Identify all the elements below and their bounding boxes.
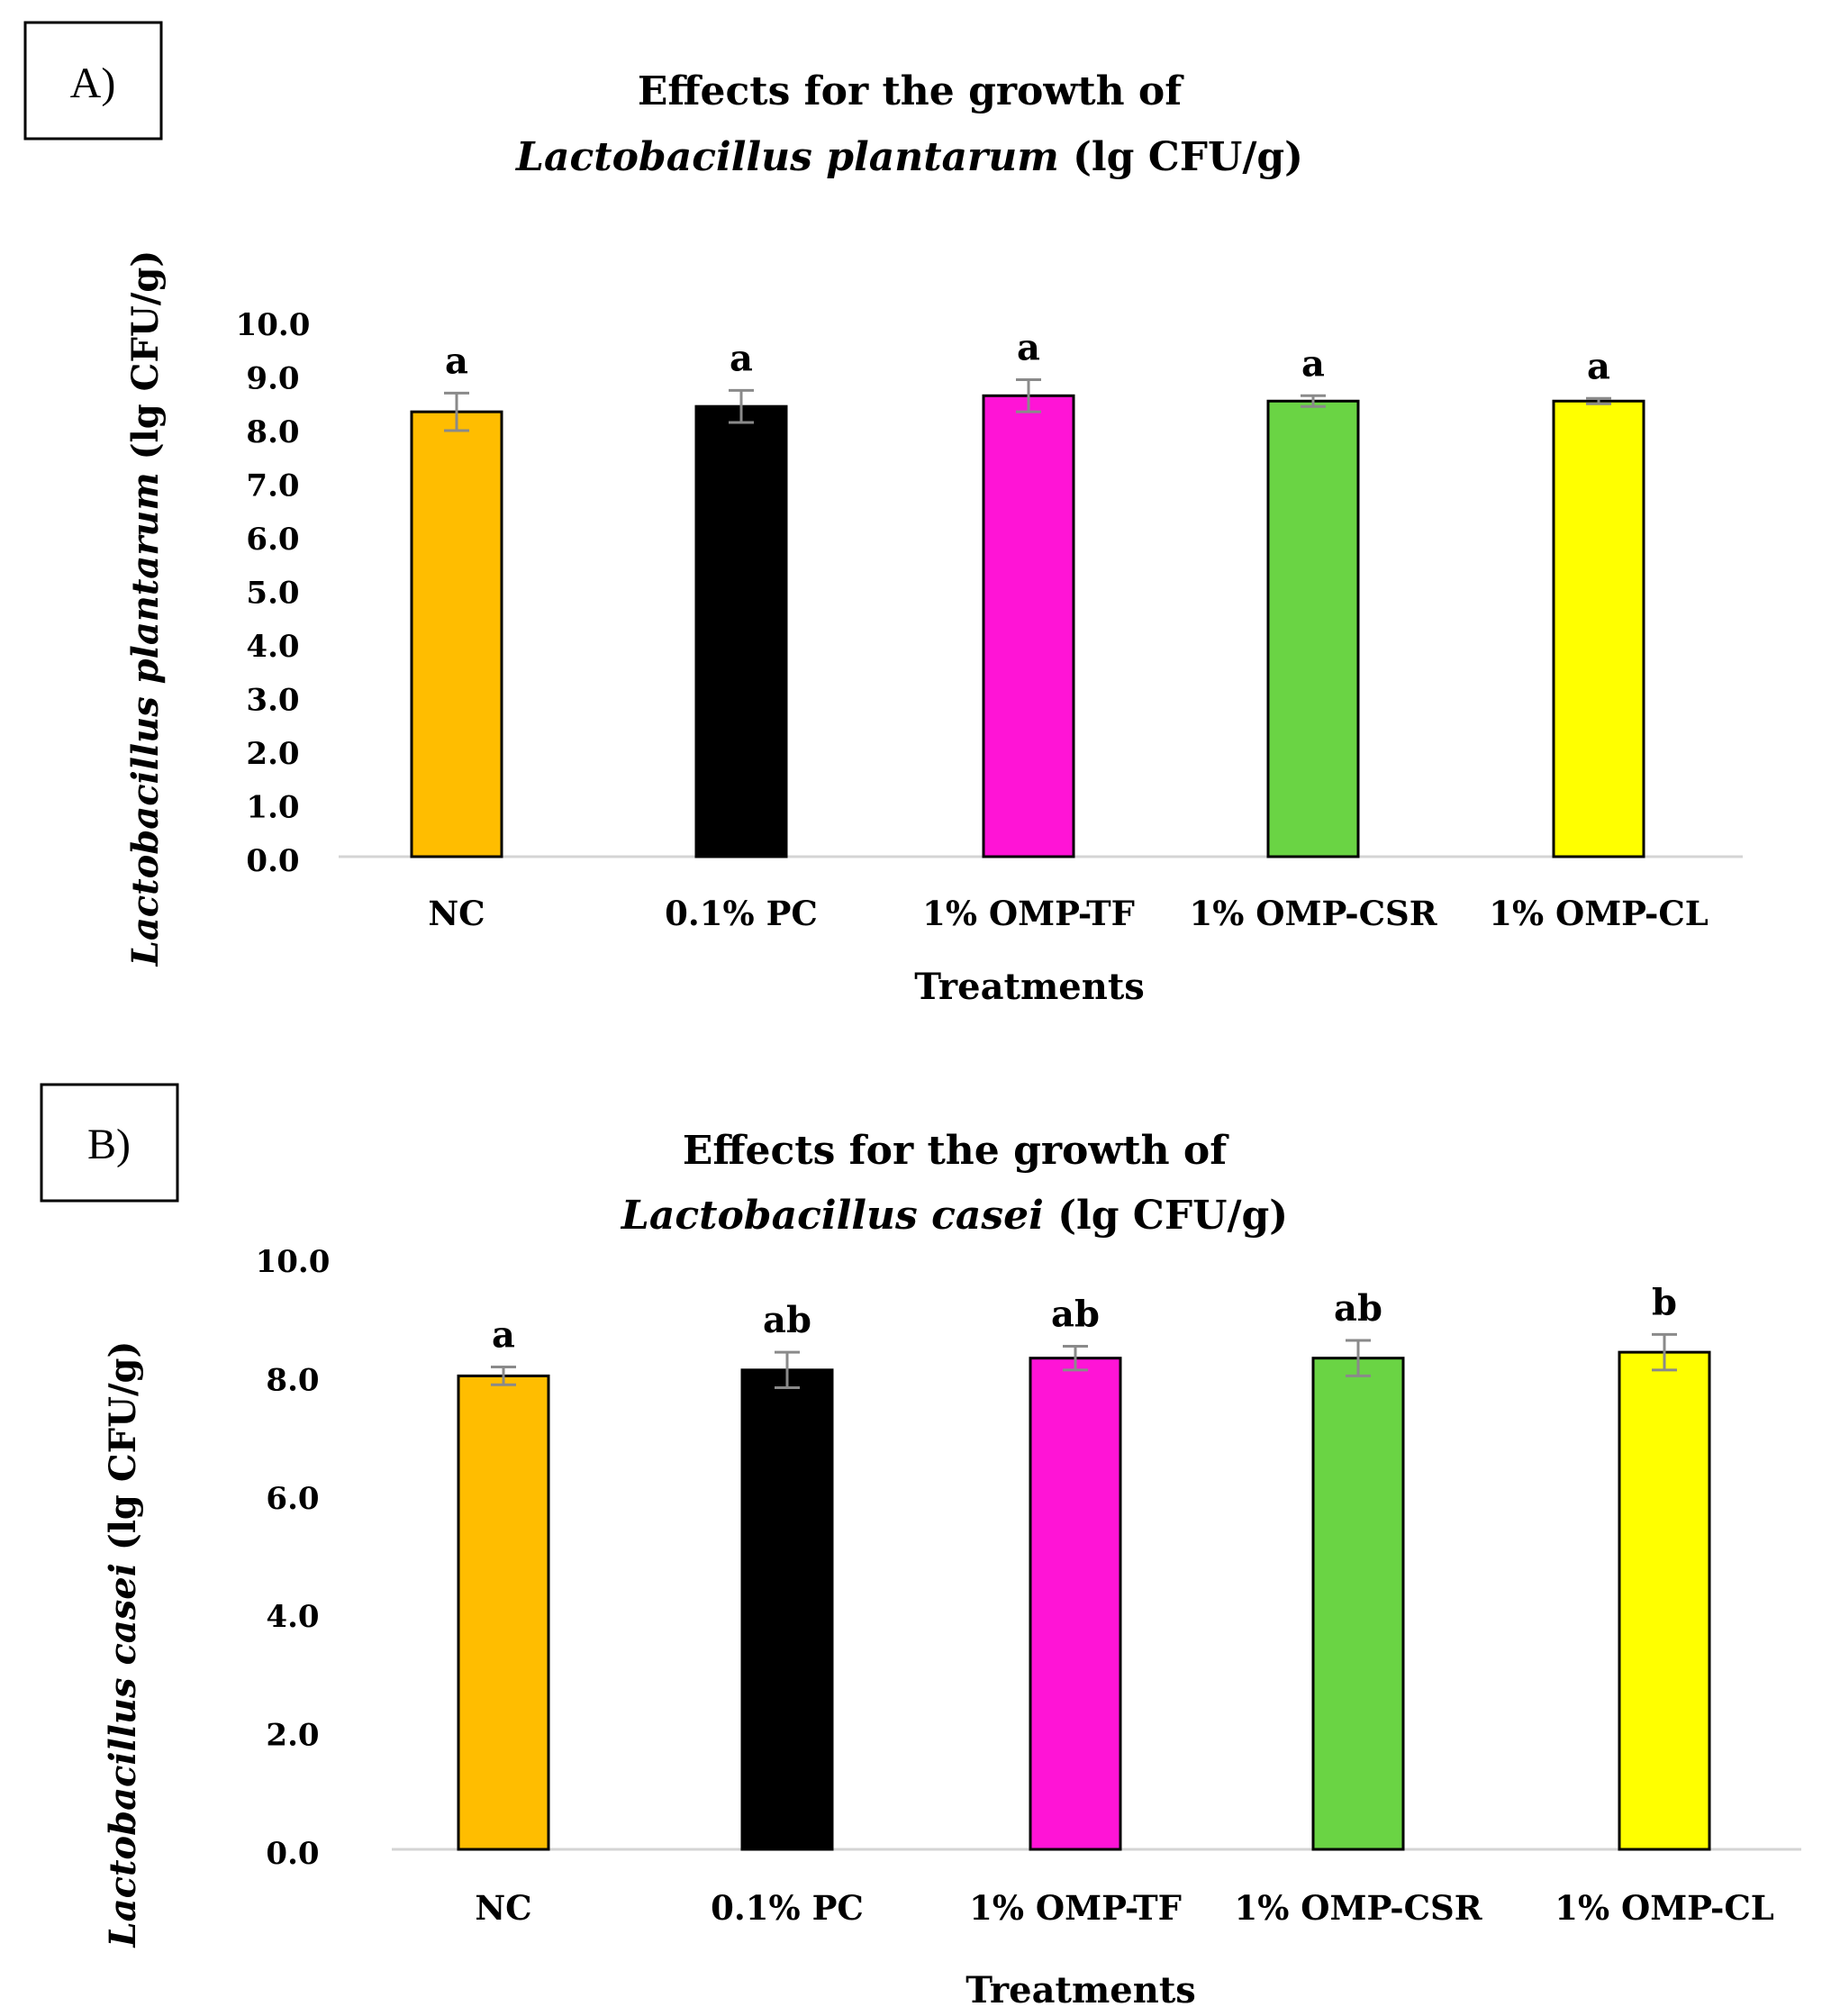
significance-letter: ab bbox=[763, 1299, 811, 1341]
x-tick-label: 1% OMP-TF bbox=[922, 894, 1135, 933]
y-tick-label: 0.0 bbox=[246, 843, 299, 879]
significance-letter: a bbox=[492, 1314, 515, 1357]
bar bbox=[740, 1368, 834, 1851]
title-species: Lactobacillus plantarum bbox=[514, 134, 1059, 180]
significance-letter: b bbox=[1652, 1281, 1677, 1323]
bar bbox=[1552, 399, 1645, 858]
x-axis-title: Treatments bbox=[965, 1969, 1196, 2011]
significance-letter: ab bbox=[1051, 1294, 1100, 1336]
title-unit: (lg CFU/g) bbox=[1059, 134, 1303, 180]
bar bbox=[982, 394, 1075, 858]
y-tick-label: 9.0 bbox=[246, 361, 299, 397]
y-tick-label: 4.0 bbox=[266, 1599, 319, 1635]
y-tick-label: 8.0 bbox=[246, 414, 299, 450]
bar bbox=[410, 410, 503, 858]
y-axis-title: Lactobacillus casei (lg CFU/g) bbox=[102, 1341, 144, 1948]
title-unit: (lg CFU/g) bbox=[1044, 1193, 1288, 1239]
x-tick-label: 0.1% PC bbox=[665, 894, 818, 933]
y-tick-label: 10.0 bbox=[256, 1244, 331, 1280]
bar bbox=[1618, 1350, 1711, 1851]
bar bbox=[1266, 399, 1360, 858]
panel-b: B) Effects for the growth of Lactobacill… bbox=[40, 1083, 1801, 2011]
chart-title-line1: Effects for the growth of bbox=[683, 1128, 1229, 1174]
y-tick-label: 2.0 bbox=[266, 1718, 319, 1754]
panel-label: B) bbox=[87, 1121, 131, 1168]
bar bbox=[1311, 1357, 1405, 1851]
y-axis-unit: (lg CFU/g) bbox=[102, 1341, 144, 1564]
x-tick-label: 1% OMP-CL bbox=[1555, 1888, 1774, 1928]
chart-title-line2: Lactobacillus plantarum (lg CFU/g) bbox=[514, 134, 1303, 180]
y-tick-label: 3.0 bbox=[246, 683, 299, 719]
y-tick-label: 2.0 bbox=[246, 736, 299, 772]
bar bbox=[694, 404, 788, 858]
y-tick-label: 6.0 bbox=[246, 522, 299, 558]
y-tick-label: 5.0 bbox=[246, 576, 299, 612]
significance-letter: ab bbox=[1334, 1287, 1382, 1330]
x-tick-label: 1% OMP-CL bbox=[1489, 894, 1709, 933]
y-tick-label: 4.0 bbox=[246, 629, 299, 665]
panel-label-box bbox=[23, 21, 163, 141]
y-tick-label: 0.0 bbox=[266, 1836, 319, 1872]
y-tick-label: 1.0 bbox=[246, 790, 299, 826]
y-tick-label: 10.0 bbox=[236, 307, 311, 343]
y-axis-species: Lactobacillus casei bbox=[102, 1563, 144, 1948]
title-species: Lactobacillus casei bbox=[620, 1193, 1044, 1239]
significance-letter: a bbox=[1587, 345, 1610, 387]
x-tick-label: 1% OMP-CSR bbox=[1189, 894, 1437, 933]
panel-label: A) bbox=[70, 59, 116, 107]
x-tick-label: 0.1% PC bbox=[711, 1888, 864, 1928]
x-tick-label: NC bbox=[428, 894, 485, 933]
bar-series: a ab ab ab b bbox=[457, 1281, 1711, 1851]
chart-title-line1: Effects for the growth of bbox=[638, 68, 1184, 114]
panel-label-box bbox=[40, 1083, 179, 1203]
y-axis-ticks: 0.0 2.0 4.0 6.0 8.0 10.0 bbox=[256, 1244, 331, 1872]
panel-a: A) Effects for the growth of Lactobacill… bbox=[23, 21, 1743, 1008]
x-tick-label: NC bbox=[475, 1888, 531, 1928]
y-axis-species: Lactobacillus plantarum bbox=[124, 472, 167, 967]
y-axis-ticks: 0.0 1.0 2.0 3.0 4.0 5.0 6.0 7.0 8.0 9.0 10.0 bbox=[236, 307, 311, 879]
y-tick-label: 8.0 bbox=[266, 1362, 319, 1398]
x-tick-label: 1% OMP-TF bbox=[969, 1888, 1182, 1928]
x-axis-title: Treatments bbox=[914, 966, 1145, 1008]
significance-letter: a bbox=[445, 340, 468, 382]
y-tick-label: 6.0 bbox=[266, 1481, 319, 1517]
significance-letter: a bbox=[1301, 342, 1325, 385]
y-axis-unit: (lg CFU/g) bbox=[124, 250, 167, 473]
bar bbox=[1029, 1357, 1122, 1851]
y-tick-label: 7.0 bbox=[246, 468, 299, 504]
significance-letter: a bbox=[1017, 326, 1040, 368]
chart-title-line2: Lactobacillus casei (lg CFU/g) bbox=[620, 1193, 1288, 1239]
x-axis-categories: NC 0.1% PC 1% OMP-TF 1% OMP-CSR 1% OMP-CL bbox=[475, 1888, 1773, 1928]
y-axis-title: Lactobacillus plantarum (lg CFU/g) bbox=[124, 250, 167, 967]
x-tick-label: 1% OMP-CSR bbox=[1234, 1888, 1482, 1928]
x-axis-categories: NC 0.1% PC 1% OMP-TF 1% OMP-CSR 1% OMP-CL bbox=[428, 894, 1708, 933]
bar bbox=[457, 1374, 550, 1851]
significance-letter: a bbox=[730, 337, 753, 379]
